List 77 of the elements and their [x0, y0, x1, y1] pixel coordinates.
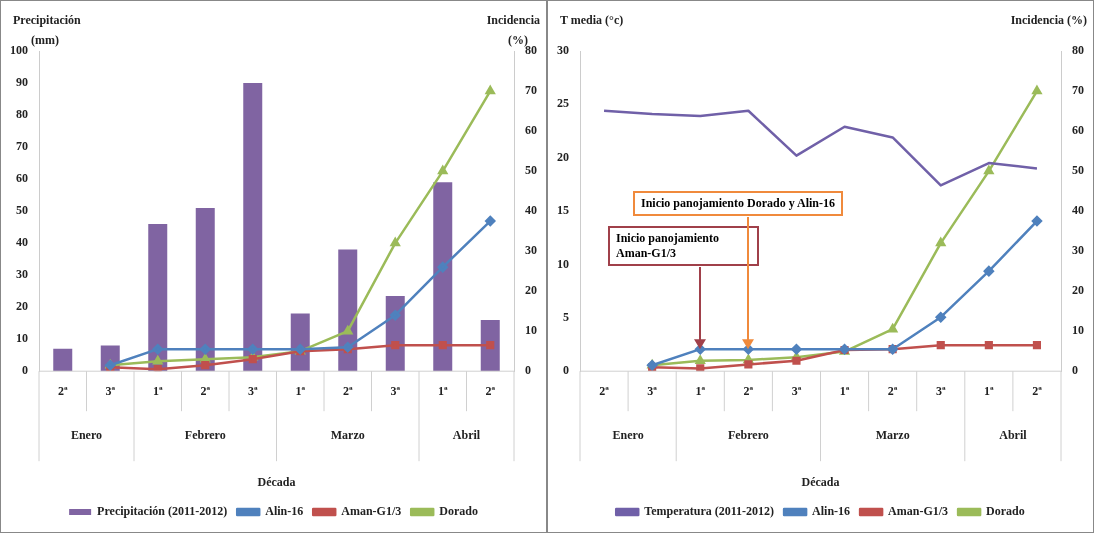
legend-label: Aman-G1/3 [888, 504, 949, 519]
y-tick-label: 90 [16, 75, 28, 90]
x-tick-label: 3ª [105, 384, 116, 399]
y2-tick-label: 60 [1072, 123, 1084, 138]
y-tick-label: 0 [22, 363, 28, 378]
y-tick-label: 70 [16, 139, 28, 154]
x-tick-label: 1ª [152, 384, 163, 399]
y-tick-label: 15 [557, 203, 569, 218]
legend-label: Aman-G1/3 [341, 504, 402, 519]
y2-tick-label: 10 [525, 323, 537, 338]
text: Febrero [727, 428, 769, 443]
x-tick-label: 2ª [342, 384, 353, 399]
x-tick-label: 1ª [984, 384, 995, 399]
x-tick-label: 2ª [599, 384, 610, 399]
y2-tick-label: 30 [525, 243, 537, 258]
y2-tick-label: 80 [1072, 43, 1084, 58]
y2-tick-label: 40 [1072, 203, 1084, 218]
y2-tick-label: 70 [525, 83, 537, 98]
text: Marzo [330, 428, 365, 443]
y-tick-label: 5 [563, 309, 569, 324]
annotation: Inicio panojamiento Aman-G1/3 [608, 226, 759, 266]
y-tick-label: 40 [16, 235, 28, 250]
legend-label: Precipitación (2011-2012) [97, 504, 228, 519]
text: Abril [452, 428, 481, 443]
legend-label: Dorado [986, 504, 1025, 519]
x-tick-label: 3ª [791, 384, 802, 399]
x-tick-label: 3ª [247, 384, 258, 399]
y-tick-label: 0 [563, 363, 569, 378]
y-tick-label: 20 [557, 149, 569, 164]
x-tick-label: 1ª [295, 384, 306, 399]
y-axis-title: T media (°c) [560, 13, 624, 28]
text: Marzo [875, 428, 910, 443]
y-tick-label: 10 [557, 256, 569, 271]
y-tick-label: 60 [16, 171, 28, 186]
text: Enero [70, 428, 103, 443]
y2-tick-label: 0 [525, 363, 531, 378]
legend-label: Temperatura (2011-2012) [644, 504, 775, 519]
x-tick-label: 2ª [485, 384, 496, 399]
y-tick-label: 30 [557, 43, 569, 58]
legend-label: Dorado [439, 504, 478, 519]
text: Febrero [184, 428, 226, 443]
x-axis-title: Década [801, 474, 840, 489]
y2-tick-label: 20 [1072, 283, 1084, 298]
text: Abril [999, 428, 1028, 443]
x-tick-label: 3ª [390, 384, 401, 399]
y-tick-label: 20 [16, 299, 28, 314]
x-tick-label: 3ª [647, 384, 658, 399]
y2-axis-title: Incidencia (%) [1010, 13, 1087, 28]
x-tick-label: 2ª [57, 384, 68, 399]
y-tick-label: 50 [16, 203, 28, 218]
x-tick-label: 1ª [695, 384, 706, 399]
x-tick-label: 2ª [743, 384, 754, 399]
y2-tick-label: 40 [525, 203, 537, 218]
x-tick-label: 1ª [437, 384, 448, 399]
y-tick-label: 100 [10, 43, 28, 58]
y2-tick-label: 10 [1072, 323, 1084, 338]
y2-tick-label: 50 [525, 163, 537, 178]
y-tick-label: 80 [16, 107, 28, 122]
y2-tick-label: 50 [1072, 163, 1084, 178]
y2-tick-label: 0 [1072, 363, 1078, 378]
y-tick-label: 30 [16, 267, 28, 282]
x-tick-label: 3ª [935, 384, 946, 399]
annotation: Inicio panojamiento Dorado y Alin-16 [633, 191, 844, 216]
legend-label: Alin-16 [812, 504, 851, 519]
y-tick-label: 25 [557, 96, 569, 111]
y2-tick-label: 60 [525, 123, 537, 138]
y2-tick-label: 20 [525, 283, 537, 298]
x-axis-title: Década [257, 474, 296, 489]
legend-label: Alin-16 [265, 504, 304, 519]
y2-tick-label: 30 [1072, 243, 1084, 258]
x-tick-label: 2ª [200, 384, 211, 399]
text: Enero [612, 428, 644, 443]
x-tick-label: 2ª [1032, 384, 1043, 399]
x-tick-label: 1ª [839, 384, 850, 399]
x-tick-label: 2ª [887, 384, 898, 399]
y2-tick-label: 70 [1072, 83, 1084, 98]
y-tick-label: 10 [16, 331, 28, 346]
